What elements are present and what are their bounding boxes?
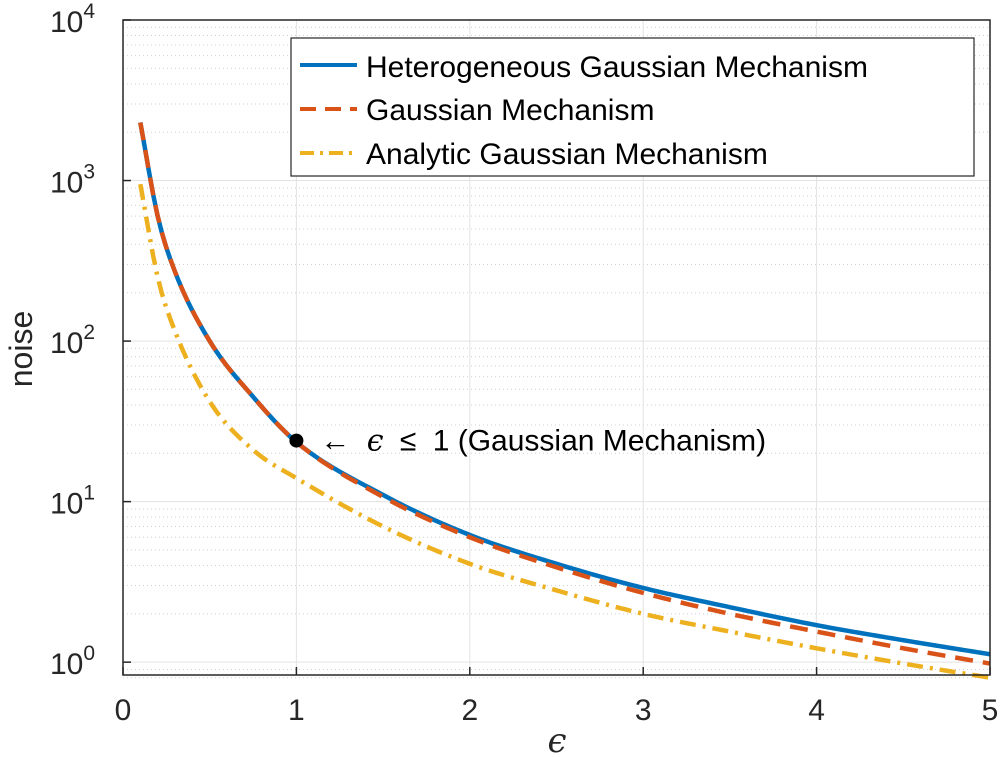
annotation-text: ← ϵ ≤ 1 (Gaussian Mechanism) (320, 424, 766, 459)
legend-label-analytic: Analytic Gaussian Mechanism (366, 138, 768, 171)
y-tick-label: 101 (50, 482, 95, 521)
series-layer (138, 122, 991, 680)
annotation-marker (289, 433, 304, 448)
annotation-epsilon: ϵ (367, 424, 384, 459)
y-tick-labels: 100 101 102 103 104 (50, 0, 95, 681)
legend-box (290, 37, 975, 177)
y-axis-label: noise (3, 311, 39, 388)
x-tick-label: 1 (288, 694, 305, 727)
minor-grid (123, 26, 990, 679)
annotation-arrow: ← (320, 425, 350, 458)
tick-marks (122, 19, 991, 675)
legend-label-gaussian: Gaussian Mechanism (366, 94, 654, 127)
x-tick-label: 4 (808, 694, 825, 727)
annotation-rest: 1 (Gaussian Mechanism) (433, 425, 766, 458)
x-tick-label: 3 (635, 694, 652, 727)
x-tick-labels: 0 1 2 3 4 5 (115, 694, 999, 727)
legend: Heterogeneous Gaussian Mechanism Gaussia… (290, 37, 975, 177)
y-tick-label: 103 (50, 161, 95, 200)
series-line-gaussian (138, 122, 991, 666)
y-tick-label: 104 (50, 0, 95, 39)
annotation: ← ϵ ≤ 1 (Gaussian Mechanism) (289, 424, 766, 459)
x-axis-label: ϵ (547, 721, 566, 757)
annotation-leq: ≤ (400, 425, 416, 458)
series-line-heterogeneous (138, 122, 991, 657)
y-tick-label: 100 (50, 642, 95, 681)
series-line-analytic (138, 183, 991, 680)
x-tick-label: 0 (115, 694, 132, 727)
x-tick-label: 2 (461, 694, 478, 727)
legend-label-heterogeneous: Heterogeneous Gaussian Mechanism (366, 51, 868, 84)
plot-area-border (122, 19, 991, 676)
y-tick-label: 102 (50, 321, 95, 360)
x-tick-label: 5 (982, 694, 999, 727)
